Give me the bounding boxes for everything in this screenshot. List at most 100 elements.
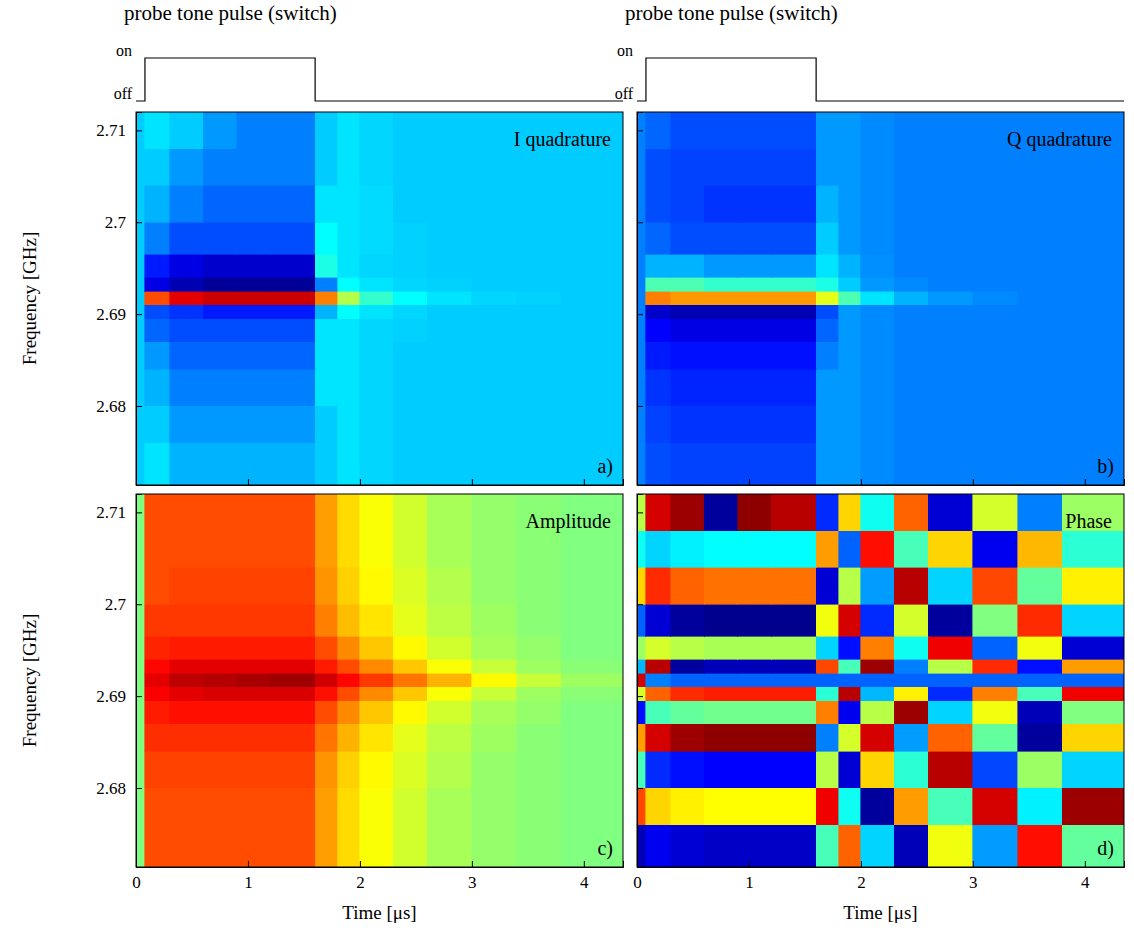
heatmap-cell — [393, 222, 427, 254]
heatmap-cell — [928, 342, 973, 370]
heatmap-cell — [704, 494, 738, 531]
heatmap-cell — [136, 494, 145, 531]
heatmap-cell — [637, 305, 646, 319]
heatmap-cell — [315, 406, 337, 443]
x-tick: 4 — [1081, 861, 1090, 892]
heatmap-cell — [315, 149, 337, 186]
heatmap-cell — [338, 222, 360, 254]
heatmap-cell — [646, 751, 671, 788]
x-tick-label: 2 — [356, 873, 365, 892]
heatmap-cell — [360, 443, 394, 485]
pulse-level-label: off — [114, 85, 133, 102]
heatmap-cell — [637, 291, 646, 305]
heatmap-cell — [517, 369, 562, 406]
heatmap-cell — [861, 291, 895, 305]
heatmap-cell — [561, 751, 623, 788]
heatmap-cell — [816, 277, 838, 291]
panel-title: Amplitude — [525, 510, 611, 533]
heatmap-cell — [861, 185, 895, 222]
x-tick: 3 — [468, 861, 477, 892]
heatmap-cell — [270, 185, 315, 222]
heatmap-cell — [517, 531, 562, 568]
heatmap-cell — [1018, 291, 1063, 305]
heatmap-cell — [839, 531, 861, 568]
heatmap-cell — [472, 659, 517, 673]
heatmap-cell — [646, 724, 671, 752]
heatmap-cell — [203, 369, 237, 406]
heatmap-cell — [170, 277, 204, 291]
heatmap-cell — [472, 406, 517, 443]
heatmap-cell — [839, 604, 861, 636]
x-axis-line — [638, 861, 1125, 868]
x-tick-mark — [584, 861, 585, 867]
heatmap-cell — [360, 531, 394, 568]
panel: Q quadratureb)probe tone pulse (switch)o… — [615, 1, 1125, 486]
heatmap-cell — [270, 636, 315, 659]
heatmap-cell — [517, 567, 562, 604]
heatmap-cell — [637, 342, 646, 370]
y-tick — [637, 512, 643, 513]
heatmap-cell — [270, 687, 315, 701]
heatmap-cell — [704, 369, 738, 406]
heatmap-cell — [861, 751, 895, 788]
heatmap-cell — [315, 567, 337, 604]
heatmap-cell — [315, 291, 337, 305]
x-axis-title: Time [μs] — [843, 902, 917, 923]
heatmap-cell — [338, 112, 360, 149]
y-tick — [637, 314, 643, 315]
heatmap-cell — [270, 788, 315, 825]
heatmap-cell — [839, 222, 861, 254]
heatmap-cell — [816, 305, 838, 319]
heatmap-cell — [561, 319, 623, 342]
heatmap-cell — [472, 567, 517, 604]
heatmap-cell — [136, 751, 145, 788]
panel-letter: b) — [1097, 455, 1114, 478]
heatmap-cell — [338, 254, 360, 277]
heatmap-cell — [973, 319, 1018, 342]
heatmap-cell — [839, 406, 861, 443]
heatmap-cell — [338, 724, 360, 752]
heatmap-cell — [973, 222, 1018, 254]
heatmap-cell — [704, 659, 738, 673]
heatmap-cell — [472, 687, 517, 701]
heatmap-cell — [646, 531, 671, 568]
heatmap-cells — [136, 112, 623, 485]
heatmap-cell — [637, 531, 646, 568]
heatmap-cell — [170, 222, 204, 254]
heatmap-cell — [637, 443, 646, 485]
heatmap-cell — [203, 254, 237, 277]
heatmap-cell — [360, 185, 394, 222]
heatmap-cell — [203, 701, 237, 724]
heatmap-cell — [1018, 724, 1063, 752]
heatmap-cell — [237, 305, 271, 319]
heatmap-cell — [861, 277, 895, 291]
heatmap-cell — [472, 825, 517, 867]
heatmap-cell — [517, 291, 562, 305]
y-tick: 2.68 — [96, 397, 142, 416]
heatmap-cell — [671, 305, 705, 319]
heatmap-cell — [839, 277, 861, 291]
heatmap-cell — [170, 567, 204, 604]
heatmap-cell — [839, 494, 861, 531]
heatmap-cell — [973, 673, 1018, 687]
x-tick-label: 0 — [633, 873, 642, 892]
heatmap-cell — [338, 494, 360, 531]
heatmap-cell — [973, 369, 1018, 406]
heatmap-cell — [816, 825, 838, 867]
heatmap-cell — [637, 254, 646, 277]
heatmap-cell — [237, 277, 271, 291]
heatmap-cell — [861, 531, 895, 568]
heatmap-cell — [671, 636, 705, 659]
heatmap-cell — [816, 531, 838, 568]
heatmap-cell — [338, 277, 360, 291]
heatmap-cell — [839, 751, 861, 788]
heatmap-cell — [637, 701, 646, 724]
heatmap-cell — [1018, 185, 1063, 222]
heatmap-cell — [1062, 305, 1124, 319]
heatmap-cell — [637, 149, 646, 186]
heatmap-cell — [816, 319, 838, 342]
heatmap-cell — [637, 659, 646, 673]
y-tick-mark — [136, 406, 142, 407]
x-tick-mark — [973, 861, 974, 867]
heatmap-cell — [338, 443, 360, 485]
